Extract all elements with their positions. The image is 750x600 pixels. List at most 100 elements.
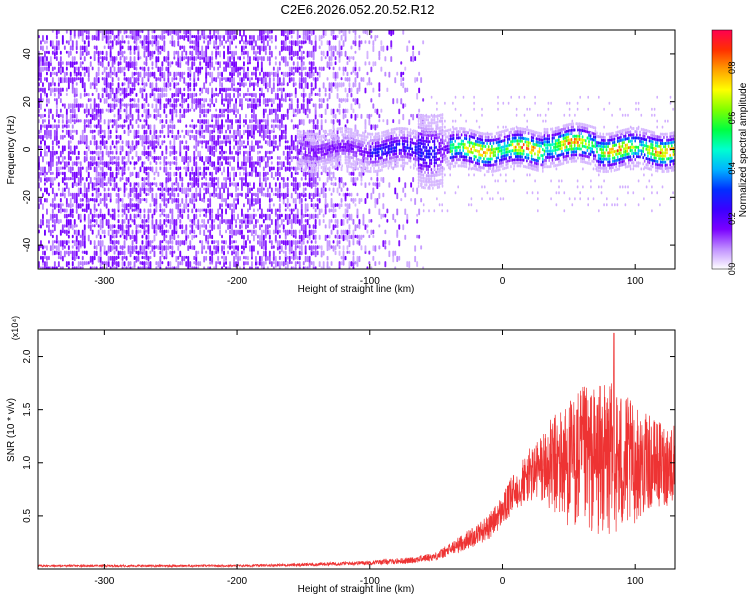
spectrogram-cell [177,35,180,41]
spectrogram-cell [93,177,96,181]
spectrogram-cell [302,103,305,110]
spectrogram-cell [288,203,291,207]
spectrogram-cell [325,130,327,134]
spectrogram-cell [105,56,108,61]
spectrogram-cell [107,30,110,35]
spectrogram-cell [199,187,202,194]
spectrogram-cell [63,134,66,138]
spectrogram-cell [272,177,275,180]
spectrogram-cell [249,82,251,88]
spectrogram-cell [314,103,317,111]
spectrogram-cell [402,224,405,231]
spectrogram-cell [380,108,383,113]
spectrogram-cell [115,255,118,261]
spectrogram-cell [268,240,271,244]
spectrogram-cell [394,187,397,195]
spectrogram-cell [318,234,321,240]
spectrogram-cell [284,113,287,118]
spectrogram-cell [213,113,216,118]
spectrogram-cell [51,40,54,47]
spectrogram-cell [199,103,202,110]
spectrogram-cell [137,156,140,162]
spectrogram-cell [221,87,223,92]
spectrogram-cell [308,98,311,104]
spectrogram-cell [243,171,245,176]
spectrogram-cell [418,71,421,76]
spectrogram-cell [87,77,90,82]
spectrogram-cell [296,240,299,245]
spectrogram-cell [245,192,247,199]
spectrogram-cell [157,45,160,53]
spectrogram-cell [219,61,221,68]
spectrogram-cell [107,250,110,254]
spectrogram-cell [310,50,313,58]
spectrogram-cell [155,166,158,174]
spectrogram-cell [352,266,355,269]
spectrogram-cell [95,35,98,41]
spectrogram-cell [300,219,303,224]
spectrogram-cell [239,166,241,170]
spectrogram-cell [117,87,120,94]
spectrogram-cell [131,187,134,194]
spectrogram-cell [59,66,62,74]
spectrogram-cell [344,148,347,152]
spectrogram-cell [348,234,351,240]
spectrogram-cell [318,103,321,109]
spectrogram-cell [304,108,307,116]
spectrogram-cell [137,250,140,256]
spectrogram-cell [331,150,334,154]
spectrogram-cell [227,35,229,42]
spectrogram-cell [346,136,348,140]
spectrogram-cell [99,245,102,252]
spectrogram-cell [55,134,58,141]
spectrogram-cell [55,30,58,36]
spectrogram-cell [109,198,112,203]
spectrogram-cell [213,245,216,250]
spectrogram-cell [175,61,178,66]
spectrogram-cell [303,140,305,144]
spectrogram-cell [344,155,347,159]
spectrogram-cell [304,147,307,151]
spectrogram-cell [137,124,140,129]
spectrogram-cell [312,166,315,170]
spectrogram-cell [185,50,188,56]
spectrogram-cell [368,234,371,239]
spectrogram-cell [302,66,305,71]
spectrogram-cell [107,129,110,135]
spectrogram-cell [207,61,210,69]
spectrogram-cell [77,161,80,165]
spectrogram-cell [113,66,116,72]
spectrogram-cell [73,92,76,98]
spectrogram-cell [301,155,304,159]
spectrogram-cell [282,240,285,246]
spectrogram-cell [109,103,112,109]
spectrogram-cell [284,234,287,240]
spectrogram-cell [201,108,204,115]
spectrogram-cell [203,229,206,236]
spectrogram-cell [131,113,134,121]
spectrogram-cell [121,208,124,213]
spectrogram-cell [131,245,134,252]
spectrogram-cell [398,108,401,115]
spectrogram-cell [71,161,74,167]
spectrogram-cell [46,261,48,267]
spectrogram-cell [183,134,186,139]
spectrogram-cell [330,61,333,67]
spectrogram-cell [317,166,320,170]
spectrogram-cell [245,50,247,55]
spectrogram-cell [171,129,174,135]
spectrogram-cell [187,156,190,161]
spectrogram-cell [113,145,116,149]
spectrogram-cell [67,161,70,166]
spectrogram-cell [356,113,359,119]
spectrogram-cell [97,177,100,184]
spectrogram-cell [306,255,309,263]
spectrogram-cell [201,30,204,36]
spectrogram-cell [229,266,231,269]
spectrogram-cell [340,255,343,260]
spectrogram-cell [346,61,349,66]
spectrogram-cell [227,113,229,120]
spectrogram-cell [268,129,271,135]
spectrogram-cell [211,50,214,56]
spectrogram-cell [73,145,76,152]
